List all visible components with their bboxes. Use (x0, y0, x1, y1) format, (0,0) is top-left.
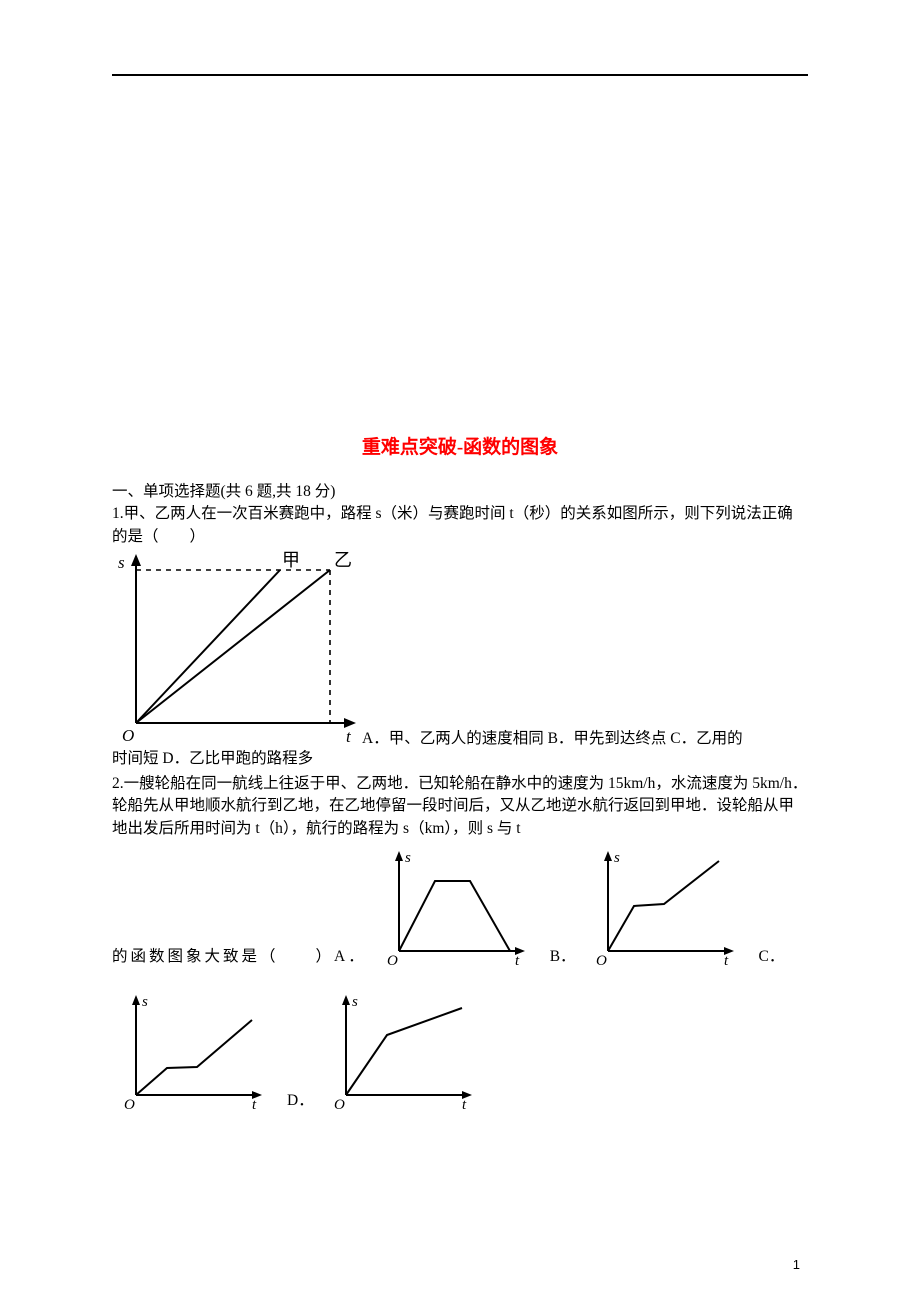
doc-title: 重难点突破-函数的图象 (112, 432, 808, 459)
q2-stem: 2.一艘轮船在同一航线上往返于甲、乙两地．已知轮船在静水中的速度为 15km/h… (112, 773, 808, 840)
yi-label: 乙 (334, 550, 352, 570)
q1-options-inline: A．甲、乙两人的速度相同 B．甲先到达终点 C．乙用的 (362, 730, 743, 747)
page-number: 1 (793, 1257, 800, 1272)
svg-text:t: t (515, 953, 520, 966)
q2-leadin: 的函数图象大致是（ ）A． (112, 944, 367, 966)
q2-option-d-graph: s t O (322, 990, 477, 1110)
svg-text:s: s (614, 850, 620, 866)
svg-text:s: s (405, 850, 411, 866)
svg-text:O: O (334, 1097, 345, 1110)
svg-text:O: O (387, 953, 398, 966)
q2-option-c-graph: s t O (112, 990, 267, 1110)
y-axis-label: s (118, 553, 125, 572)
svg-text:s: s (142, 994, 148, 1010)
section-heading: 一、单项选择题(共 6 题,共 18 分) (112, 481, 808, 503)
svg-text:s: s (352, 994, 358, 1010)
q2-label-b: B． (550, 944, 576, 966)
origin-label: O (122, 726, 134, 745)
q2-option-b-graph: s t O (584, 846, 739, 966)
svg-text:O: O (124, 1097, 135, 1110)
jia-label: 甲 (282, 550, 300, 570)
x-axis-label: t (346, 727, 352, 746)
svg-text:O: O (596, 953, 607, 966)
header-rule (112, 74, 808, 76)
q2-label-d: D． (287, 1088, 314, 1110)
q2-option-a-graph: s t O (375, 846, 530, 966)
svg-text:t: t (724, 953, 729, 966)
q2-label-c: C． (759, 944, 785, 966)
q1-options-wrap: 时间短 D．乙比甲跑的路程多 (112, 748, 808, 770)
svg-text:t: t (252, 1097, 257, 1110)
q1-stem: 1.甲、乙两人在一次百米赛跑中，路程 s（米）与赛跑时间 t（秒）的关系如图所示… (112, 503, 808, 548)
svg-text:t: t (462, 1097, 467, 1110)
q1-graph: s t O 甲 乙 (112, 548, 362, 748)
